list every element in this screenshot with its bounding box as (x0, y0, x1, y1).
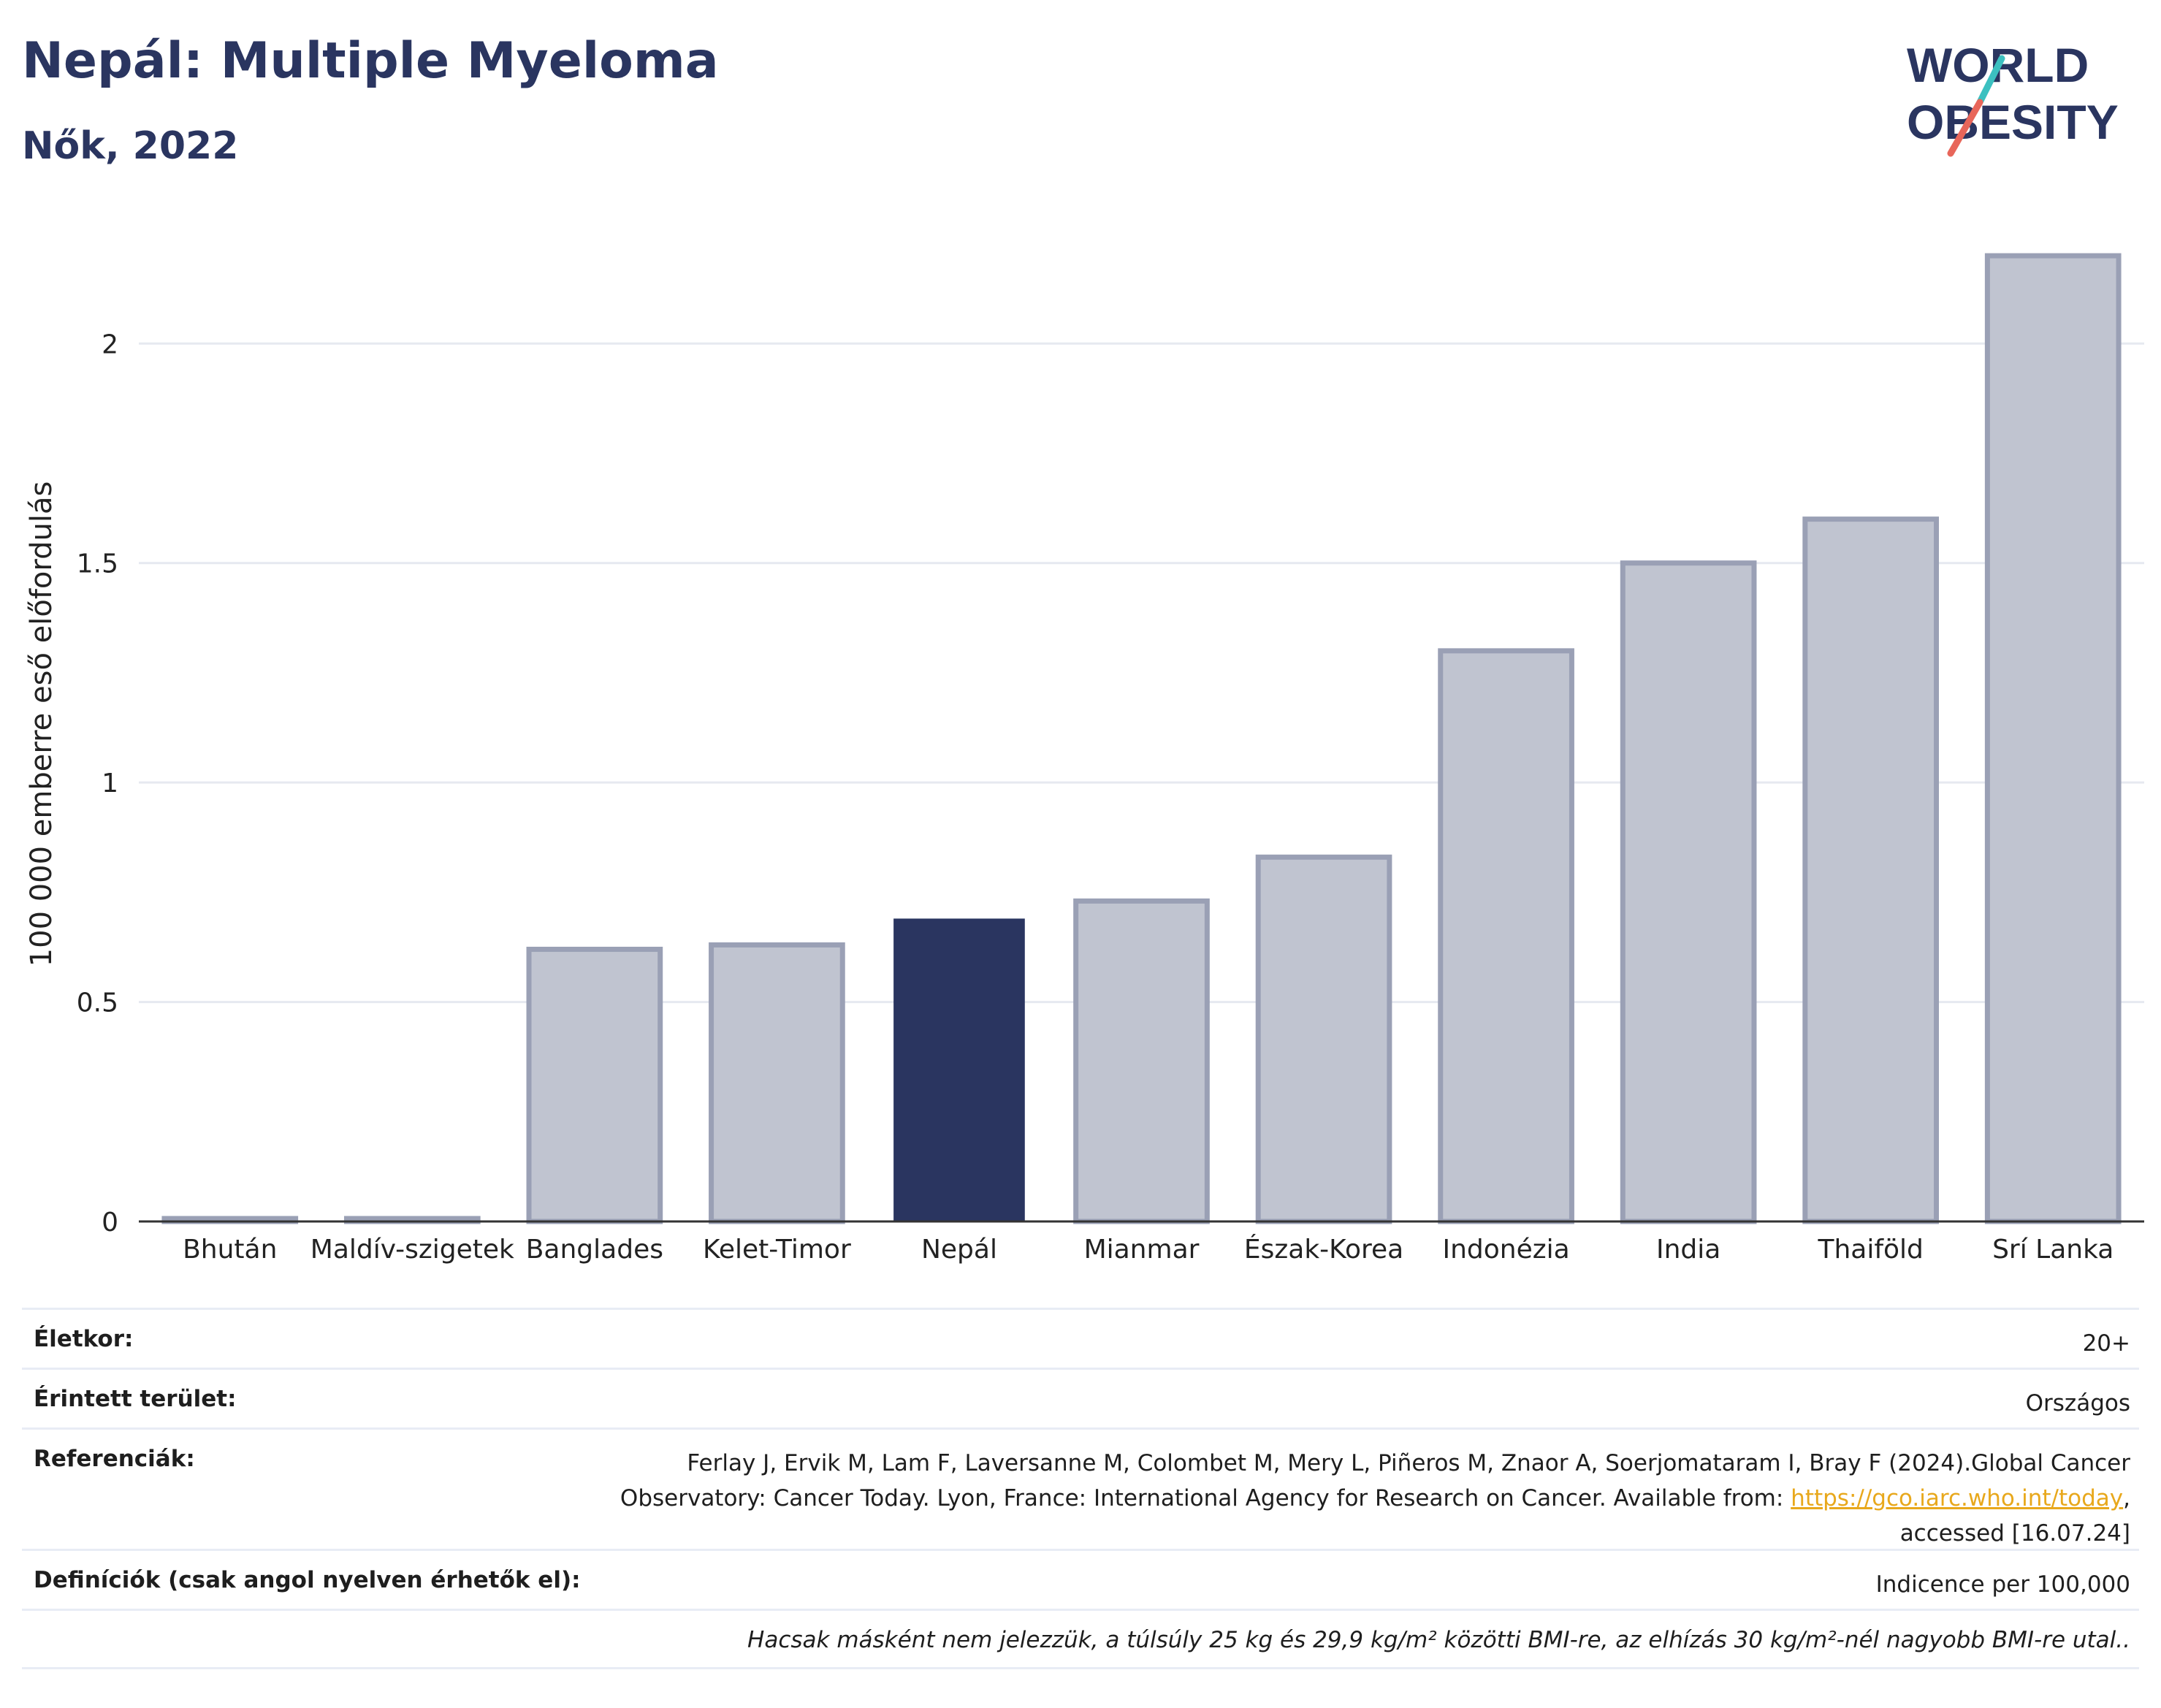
x-tick-label: Kelet-Timor (703, 1235, 851, 1265)
logo-slash-red (1947, 99, 1983, 157)
x-tick-label: India (1656, 1235, 1720, 1265)
y-axis-label: 100 000 emberre eső előfordulás (25, 481, 58, 967)
chart-title: Nepál: Multiple Myeloma (22, 32, 719, 90)
references-link[interactable]: https://gco.iarc.who.int/today (1791, 1485, 2124, 1512)
definitions-row: Definíciók (csak angol nyelven érhetők e… (22, 1549, 2139, 1609)
bar (893, 918, 1025, 1221)
x-axis-ticks: Bhután Maldív-szigetek Banglades Kelet-Timo… (183, 1234, 2114, 1265)
x-tick-label: Bhután (183, 1235, 277, 1265)
footnote-row: Hacsak másként nem jelezzük, a túlsúly 2… (22, 1609, 2139, 1669)
logo-slash-teal (1976, 55, 2005, 106)
chart-subtitle: Nők, 2022 (22, 124, 239, 168)
bar (1255, 854, 1392, 1224)
y-tick-label: 0.5 (77, 988, 118, 1018)
age-value: 20+ (2082, 1330, 2130, 1357)
definitions-value: Indicence per 100,000 (1875, 1571, 2130, 1598)
x-tick-label: Maldív-szigetek (310, 1235, 514, 1265)
x-tick-label: Indonézia (1442, 1235, 1569, 1265)
world-obesity-logo: WORLD OBESITY (1907, 38, 2119, 157)
bar (1438, 648, 1574, 1224)
bar (1984, 253, 2122, 1224)
references-value: Ferlay J, Ervik M, Lam F, Laversanne M, … (620, 1446, 2130, 1551)
age-row: Életkor: 20+ (22, 1308, 2139, 1368)
area-row: Érintett terület: Országos (22, 1368, 2139, 1427)
y-tick-label: 1 (102, 769, 118, 798)
bar (709, 942, 845, 1224)
x-tick-label: Mianmar (1084, 1235, 1200, 1265)
x-tick-label: Nepál (921, 1235, 997, 1265)
bar (526, 946, 663, 1224)
y-tick-label: 1.5 (77, 549, 118, 579)
y-tick-label: 0 (102, 1208, 118, 1238)
definitions-label: Definíciók (csak angol nyelven érhetők e… (34, 1567, 581, 1593)
footnote: Hacsak másként nem jelezzük, a túlsúly 2… (747, 1627, 2130, 1653)
references-label: Referenciák: (34, 1446, 195, 1472)
bars (161, 253, 2122, 1224)
y-axis-ticks: 0 0.5 1 1.5 2 (77, 329, 118, 1238)
info-table: Életkor: 20+ Érintett terület: Országos … (22, 1308, 2139, 1669)
area-label: Érintett terület: (34, 1386, 237, 1412)
age-label: Életkor: (34, 1326, 134, 1352)
x-tick-label: Banglades (526, 1235, 663, 1265)
x-tick-label: Észak-Korea (1244, 1234, 1403, 1265)
area-value: Országos (2025, 1390, 2130, 1417)
x-tick-label: Thaiföld (1817, 1235, 1923, 1265)
y-tick-label: 2 (102, 329, 118, 359)
references-text-2: Observatory: Cancer Today. Lyon, France:… (620, 1485, 1791, 1512)
logo-line-2: OBESITY (1907, 95, 2119, 149)
references-text-3: , (2123, 1485, 2130, 1512)
x-tick-label: Srí Lanka (1992, 1235, 2114, 1265)
bar (1073, 898, 1210, 1224)
bar (1802, 516, 1940, 1224)
references-text-1: Ferlay J, Ervik M, Lam F, Laversanne M, … (687, 1450, 2130, 1476)
bar-chart: 0 0.5 1 1.5 2 Bhután Maldív-szigetek Banglades… (25, 253, 2144, 1265)
references-text-4: accessed [16.07.24] (1899, 1520, 2130, 1547)
bar (1620, 560, 1757, 1224)
references-row: Referenciák: Ferlay J, Ervik M, Lam F, L… (22, 1427, 2139, 1549)
